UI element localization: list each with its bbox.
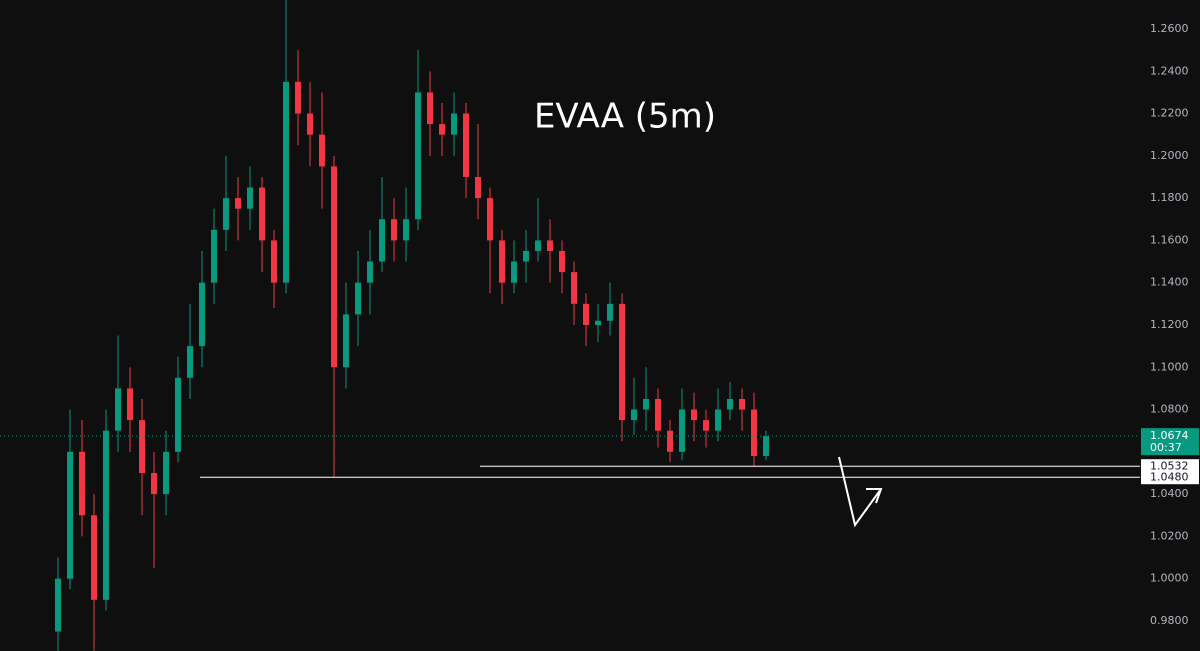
last-price-box (1141, 428, 1199, 456)
candle-body (403, 219, 409, 241)
candle-body (595, 320, 601, 325)
y-tick-label: 1.0200 (1150, 529, 1189, 542)
candle-body (91, 515, 97, 600)
candle-body (151, 472, 157, 495)
y-tick-label: 1.0000 (1150, 572, 1189, 585)
candle-body (619, 303, 625, 421)
plot-area (0, 0, 1140, 651)
y-tick-label: 0.9800 (1150, 614, 1189, 627)
candle-body (163, 451, 169, 495)
candle-body (343, 314, 349, 368)
candle-body (751, 409, 757, 457)
candle-body (439, 124, 445, 135)
candle-body (187, 346, 193, 378)
countdown-label: 00:37 (1150, 441, 1182, 454)
candle-body (655, 398, 661, 431)
y-tick-label: 1.2600 (1150, 22, 1189, 35)
candle-body (727, 398, 733, 410)
candle-body (511, 261, 517, 283)
candle-body (523, 250, 529, 262)
candle-body (175, 377, 181, 452)
candle-body (487, 198, 493, 241)
y-tick-label: 1.2400 (1150, 64, 1189, 77)
candle-body (667, 430, 673, 452)
candle-body (571, 272, 577, 304)
candle-body (463, 113, 469, 177)
candle-body (235, 198, 241, 209)
candle-body (559, 250, 565, 273)
arrow-head (866, 488, 883, 504)
level-label: 1.0480 (1150, 471, 1189, 484)
y-tick-label: 1.1600 (1150, 233, 1189, 246)
chart-title: EVAA (5m) (534, 97, 716, 137)
candle-body (679, 409, 685, 452)
candle-body (283, 81, 289, 283)
y-tick-label: 1.0800 (1150, 403, 1189, 416)
candle-body (379, 219, 385, 262)
level-label: 1.0532 (1150, 460, 1189, 473)
candle-body (739, 398, 745, 410)
arrow-line (838, 456, 882, 528)
candle-body (763, 436, 769, 457)
candle-body (643, 398, 649, 410)
candle-body (547, 240, 553, 251)
price-axis: 0.98001.00001.02001.04001.06001.08001.10… (1141, 22, 1199, 627)
candle-body (103, 430, 109, 600)
candle-body (391, 219, 397, 241)
candle-body (499, 240, 505, 283)
y-tick-label: 1.1800 (1150, 191, 1189, 204)
candle-body (199, 282, 205, 347)
candle-body (139, 420, 145, 473)
candle-body (691, 409, 697, 421)
candle-body (631, 409, 637, 421)
level-label-box (1141, 459, 1199, 474)
candle-body (247, 187, 253, 209)
candle-body (55, 578, 61, 632)
candle-body (535, 240, 541, 251)
candle-body (295, 81, 301, 114)
candle-body (451, 113, 457, 135)
y-tick-label: 1.0400 (1150, 487, 1189, 500)
candle-body (79, 451, 85, 516)
candle-body (259, 187, 265, 241)
y-tick-label: 1.2000 (1150, 149, 1189, 162)
y-tick-label: 1.1400 (1150, 276, 1189, 289)
candle-body (427, 92, 433, 125)
candle-body (211, 229, 217, 283)
candle-body (307, 113, 313, 135)
candle-body (127, 388, 133, 421)
candle-body (583, 303, 589, 325)
candle-body (319, 134, 325, 167)
candle-body (331, 166, 337, 368)
candle-body (607, 303, 613, 321)
y-tick-label: 1.2200 (1150, 107, 1189, 120)
level-label-box (1141, 470, 1199, 485)
drawing-arrow (838, 456, 883, 528)
y-tick-label: 1.1000 (1150, 360, 1189, 373)
y-tick-label: 1.1200 (1150, 318, 1189, 331)
candle-body (355, 282, 361, 315)
candle-body (415, 92, 421, 220)
last-price-label: 1.0674 (1150, 429, 1189, 442)
candle-body (223, 198, 229, 230)
candle-body (67, 451, 73, 579)
candle-body (475, 176, 481, 199)
candle-body (703, 420, 709, 431)
candle-body (367, 261, 373, 283)
candle-body (715, 409, 721, 431)
candle-body (115, 388, 121, 431)
candle-body (271, 240, 277, 283)
